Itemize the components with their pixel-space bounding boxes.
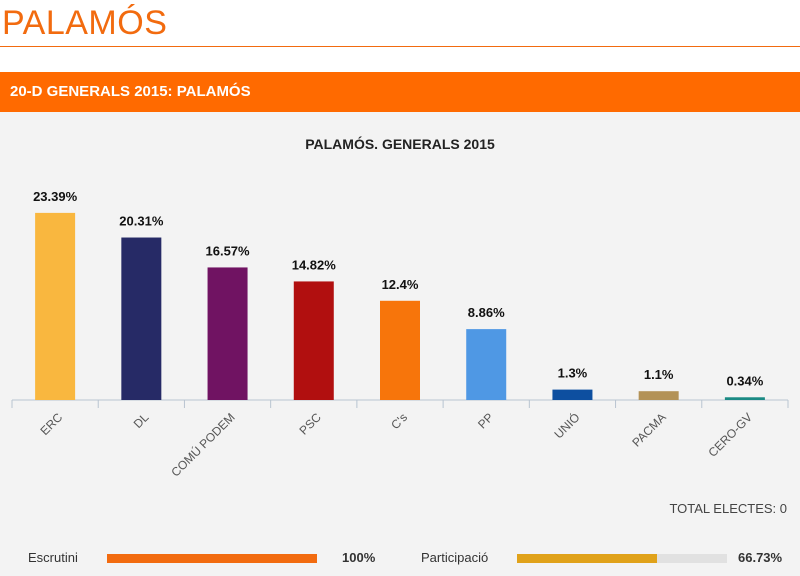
x-tick-label: UNIÓ — [551, 410, 583, 442]
chart-panel: PALAMÓS. GENERALS 2015 23.39% ERC 20.31% DL… — [0, 112, 800, 576]
x-tick-label: ERC — [37, 410, 65, 438]
section-header: 20-D GENERALS 2015: PALAMÓS — [0, 72, 800, 112]
escrutini-progress-fill — [107, 554, 317, 563]
bar-c-s — [380, 300, 420, 400]
x-tick-label: DL — [131, 410, 152, 431]
title-divider — [0, 46, 800, 47]
data-label: 0.34% — [726, 373, 763, 388]
bar-psc — [293, 281, 334, 400]
x-tick-label: PP — [475, 410, 496, 431]
data-label: 1.3% — [558, 366, 588, 381]
escrutini-row: Escrutini 100% — [0, 550, 400, 570]
bar-uni- — [552, 389, 593, 400]
data-label: 23.39% — [33, 189, 78, 204]
bar-pp — [466, 329, 507, 400]
results-bar-chart: 23.39% ERC 20.31% DL 16.57% COMÚ PODEM 14.82% P… — [11, 189, 789, 480]
data-label: 20.31% — [119, 214, 164, 229]
participacio-value: 66.73% — [738, 550, 783, 565]
x-tick-label: PSC — [297, 410, 325, 438]
data-label: 16.57% — [206, 243, 251, 258]
bar-pacma — [638, 391, 679, 400]
bar-dl — [121, 237, 162, 400]
data-label: 8.86% — [468, 305, 505, 320]
participacio-progress-fill — [517, 554, 658, 563]
data-label: 14.82% — [292, 257, 337, 272]
escrutini-label: Escrutini — [28, 550, 78, 565]
chart-title: PALAMÓS. GENERALS 2015 — [305, 136, 495, 152]
escrutini-value: 100% — [342, 550, 376, 565]
participacio-progress-bar — [517, 554, 727, 563]
data-label: 1.1% — [644, 367, 674, 382]
x-tick-label: CERO-GV — [706, 410, 756, 460]
x-tick-label: C's — [388, 410, 410, 432]
escrutini-progress-bar — [107, 554, 317, 563]
participacio-label: Participació — [421, 550, 489, 565]
bar-erc — [35, 212, 76, 400]
total-electes: TOTAL ELECTES: 0 — [669, 501, 787, 516]
page-title: PALAMÓS — [2, 4, 168, 42]
section-title: 20-D GENERALS 2015: PALAMÓS — [10, 83, 251, 100]
bar-com-podem — [207, 267, 248, 400]
bar-cero-gv — [724, 397, 765, 400]
x-tick-label: COMÚ PODEM — [168, 410, 238, 480]
participacio-row: Participació 66.73% — [400, 550, 800, 570]
x-tick-label: PACMA — [629, 410, 668, 449]
data-label: 12.4% — [382, 277, 419, 292]
